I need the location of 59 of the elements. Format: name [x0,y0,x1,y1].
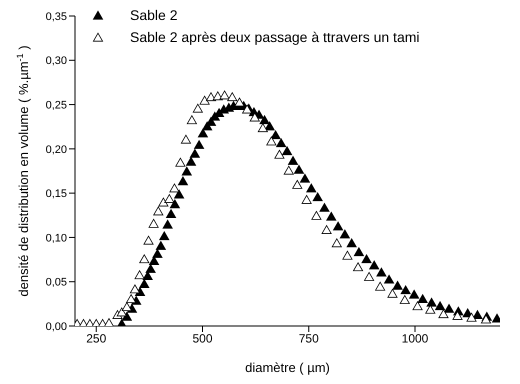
y-tick-label: 0,15 [46,188,67,200]
point [192,104,203,113]
point [480,314,491,324]
point [144,236,154,245]
point [186,115,197,124]
x-tick-label: 750 [298,332,320,346]
x-tick-label: 250 [86,332,107,346]
point [158,198,168,206]
point [169,184,180,192]
point [375,282,386,291]
point [466,312,477,322]
y-tick-label: 0,25 [46,99,67,112]
point [139,254,150,264]
point [322,225,332,234]
point [122,302,132,311]
point [234,98,244,106]
point [292,180,302,189]
point [438,309,448,318]
point [200,96,210,105]
point [412,301,423,310]
legend-label: Sable 2 [130,7,178,23]
point [311,210,322,220]
x-axis-title: diamètre ( µm) [245,360,330,375]
point [425,304,436,314]
point [400,295,410,304]
point [206,92,216,102]
point [104,318,114,326]
point [134,270,145,280]
legend-label: Sable 2 après deux passage à ttravers un tami [130,29,420,45]
point [148,218,159,228]
point [353,262,364,272]
point [220,90,230,100]
point [274,150,284,159]
point [180,134,191,144]
point [258,123,268,132]
point [452,311,462,320]
point [387,288,398,298]
point [116,308,127,316]
point [364,272,374,281]
point [332,238,342,248]
y-tick-label: 0,20 [46,144,67,156]
y-tick-label: 0,30 [46,55,67,68]
x-tick-label: 500 [192,332,213,346]
y-tick-label: 0,00 [46,320,67,333]
point [227,92,238,102]
point [164,194,174,203]
y-tick-label: 0,05 [46,276,67,289]
y-tick-label: 0,10 [46,232,67,244]
point [284,166,294,175]
point [342,250,352,260]
x-tick-label: 1000 [402,332,429,346]
point [130,284,140,294]
point [250,112,260,122]
point [302,195,312,204]
y-tick-label: 0,35 [46,10,67,23]
point [175,158,186,167]
point [266,136,276,146]
point [126,294,136,304]
point [153,206,164,216]
